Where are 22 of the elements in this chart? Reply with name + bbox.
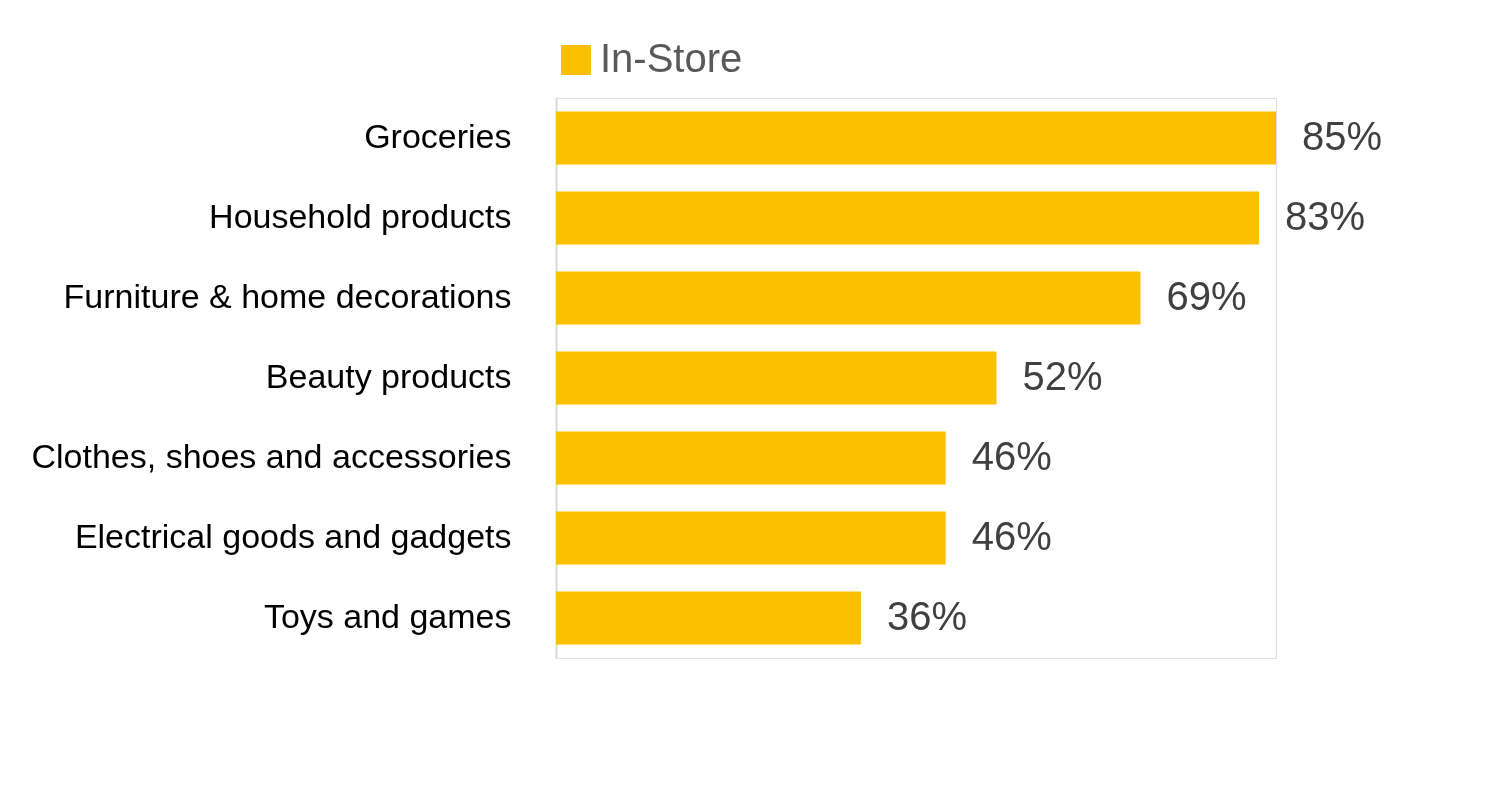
y-tick-label: Electrical goods and gadgets — [74, 517, 512, 555]
y-tick-label: Groceries — [364, 117, 512, 155]
legend-label: In-Store — [600, 36, 743, 80]
bar — [556, 191, 1260, 245]
y-tick-label: Household products — [209, 197, 512, 235]
bar — [556, 431, 946, 485]
data-label: 52% — [1022, 354, 1103, 398]
bar — [556, 111, 1276, 165]
y-tick-label: Beauty products — [265, 357, 512, 395]
data-label: 46% — [971, 434, 1052, 478]
bar — [556, 351, 997, 405]
data-label: 85% — [1302, 114, 1383, 158]
bar — [556, 511, 946, 565]
bar — [556, 271, 1141, 325]
y-tick-label: Toys and games — [263, 597, 512, 635]
y-tick-label: Furniture & home decorations — [63, 277, 512, 315]
bar — [556, 591, 861, 645]
data-label: 69% — [1166, 274, 1247, 318]
data-label: 83% — [1285, 194, 1366, 238]
data-label: 46% — [971, 514, 1052, 558]
y-tick-label: Clothes, shoes and accessories — [31, 437, 512, 475]
data-label: 36% — [886, 594, 967, 638]
